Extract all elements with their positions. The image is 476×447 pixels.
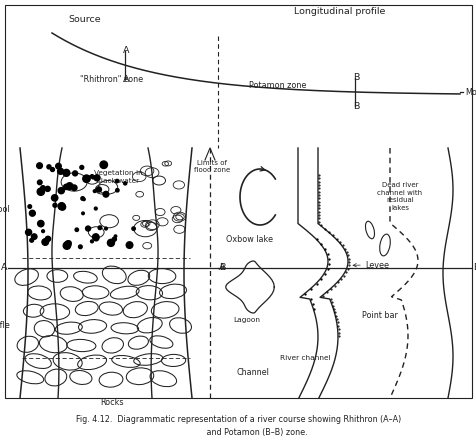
Circle shape — [47, 165, 51, 169]
Circle shape — [93, 190, 96, 193]
Text: Limits of
flood zone: Limits of flood zone — [193, 160, 229, 173]
Circle shape — [45, 186, 50, 191]
Text: A: A — [122, 46, 129, 55]
Circle shape — [68, 241, 71, 244]
Circle shape — [123, 182, 127, 185]
Circle shape — [58, 188, 64, 194]
Text: B: B — [352, 102, 358, 111]
Text: B: B — [472, 263, 476, 273]
Circle shape — [115, 179, 119, 183]
Circle shape — [30, 238, 33, 242]
Text: B: B — [352, 73, 358, 82]
Circle shape — [31, 234, 37, 240]
Circle shape — [63, 184, 69, 190]
Circle shape — [60, 204, 66, 210]
Circle shape — [30, 210, 35, 216]
Text: Lagoon: Lagoon — [233, 317, 260, 323]
Circle shape — [82, 198, 85, 201]
Text: Point bar: Point bar — [361, 311, 397, 320]
Text: Riffle: Riffle — [0, 320, 10, 329]
Circle shape — [98, 226, 101, 230]
Text: Fig. 4.12.  Diagrammatic representation of a river course showing Rhithron (A–A): Fig. 4.12. Diagrammatic representation o… — [76, 415, 400, 437]
Circle shape — [58, 169, 63, 174]
Text: Channel: Channel — [236, 368, 269, 377]
Text: Rocks: Rocks — [100, 398, 123, 407]
Circle shape — [79, 165, 83, 169]
Circle shape — [26, 229, 31, 236]
Circle shape — [38, 180, 42, 185]
Circle shape — [114, 235, 117, 237]
Circle shape — [63, 242, 70, 249]
Circle shape — [90, 175, 93, 178]
Circle shape — [79, 245, 82, 249]
Text: Mouth: Mouth — [464, 88, 476, 97]
Circle shape — [71, 185, 77, 190]
Circle shape — [91, 176, 94, 179]
Text: Pool: Pool — [0, 206, 10, 215]
Text: Potamon zone: Potamon zone — [249, 81, 306, 90]
Bar — [5, 5, 471, 398]
Text: River channel: River channel — [279, 355, 329, 361]
Circle shape — [107, 239, 114, 246]
Circle shape — [42, 239, 49, 245]
Circle shape — [85, 226, 90, 231]
Text: Levee: Levee — [364, 261, 388, 270]
Circle shape — [94, 236, 99, 241]
Circle shape — [92, 234, 99, 240]
Circle shape — [104, 227, 107, 230]
Circle shape — [96, 187, 101, 192]
Circle shape — [126, 242, 132, 249]
Text: Source: Source — [68, 15, 100, 24]
Circle shape — [81, 212, 84, 215]
Circle shape — [75, 228, 79, 232]
Circle shape — [51, 195, 58, 201]
Text: Oxbow lake: Oxbow lake — [226, 235, 273, 244]
Circle shape — [65, 240, 71, 247]
Text: "Rhithron" zone: "Rhithron" zone — [80, 75, 143, 84]
Circle shape — [58, 202, 65, 210]
Circle shape — [45, 236, 50, 241]
Circle shape — [37, 163, 42, 169]
Circle shape — [81, 197, 84, 200]
Circle shape — [131, 227, 135, 230]
Circle shape — [90, 240, 93, 243]
Circle shape — [103, 191, 109, 197]
Circle shape — [100, 161, 107, 169]
Circle shape — [66, 183, 73, 190]
Circle shape — [50, 168, 54, 172]
Text: Dead river
channel with
residual
lakes: Dead river channel with residual lakes — [377, 182, 422, 211]
Text: Vegetation in
slack water: Vegetation in slack water — [93, 170, 142, 184]
Circle shape — [94, 175, 100, 181]
Circle shape — [72, 171, 78, 176]
Text: B: B — [218, 263, 225, 273]
Circle shape — [116, 189, 119, 192]
Circle shape — [63, 169, 69, 176]
Circle shape — [56, 163, 61, 169]
Circle shape — [38, 220, 44, 227]
Circle shape — [41, 230, 44, 232]
Circle shape — [37, 188, 44, 195]
Circle shape — [94, 207, 97, 210]
Circle shape — [40, 186, 45, 190]
Circle shape — [112, 237, 116, 241]
Circle shape — [53, 203, 57, 207]
Text: A: A — [0, 263, 7, 273]
Circle shape — [83, 175, 90, 182]
Text: A: A — [122, 75, 129, 84]
Text: Longitudinal profile: Longitudinal profile — [294, 7, 385, 16]
Text: A: A — [218, 263, 225, 273]
Circle shape — [28, 205, 31, 208]
